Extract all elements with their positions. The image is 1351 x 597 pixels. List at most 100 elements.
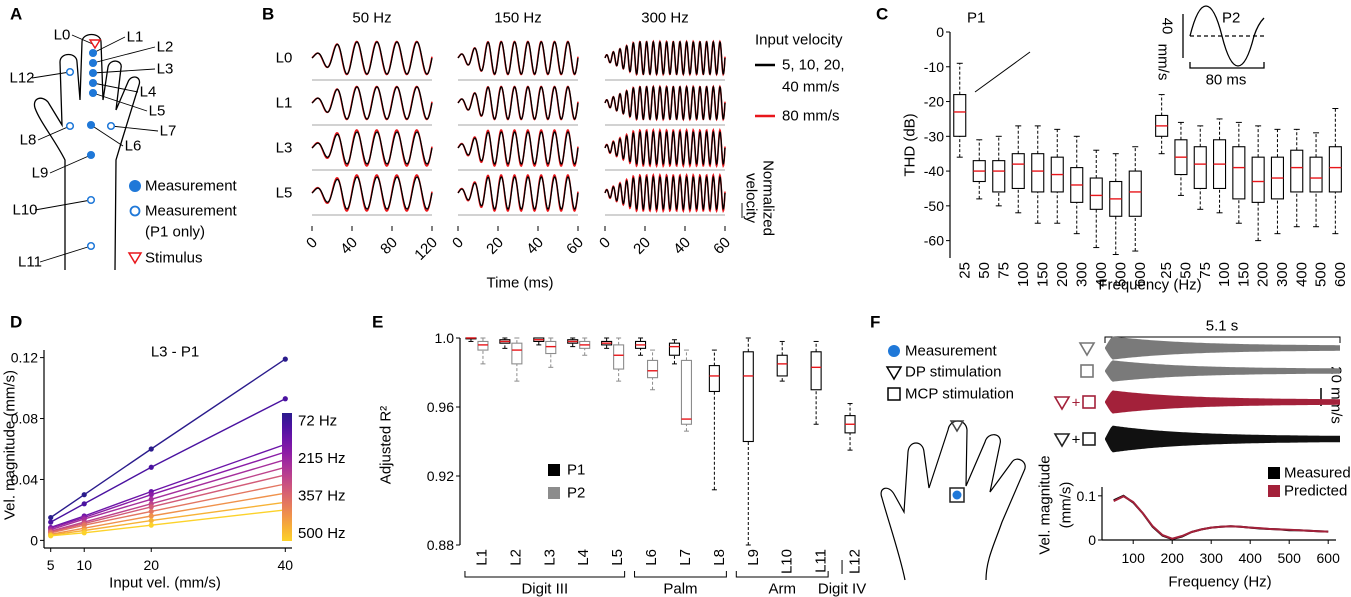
- x-tick-label: 40: [670, 234, 694, 258]
- chart-title: P2: [1222, 10, 1240, 27]
- box: [477, 340, 489, 351]
- row-icon: [1082, 395, 1096, 409]
- waveform: [457, 86, 579, 120]
- location-label: L4: [140, 84, 157, 101]
- x-tick-label: 150: [1034, 262, 1051, 287]
- box: [1128, 170, 1142, 217]
- y-axis-label: THD (dB): [902, 113, 919, 176]
- leader-line: [92, 68, 156, 74]
- data-point: [148, 517, 154, 524]
- measurement-dot: [952, 490, 962, 500]
- waveform: [311, 176, 433, 210]
- y-tick-label: 0.1: [1077, 488, 1097, 504]
- data-point: [81, 492, 87, 498]
- chart-title: P1: [967, 10, 985, 27]
- row-label: L1: [276, 95, 293, 112]
- x-tick-label: 150: [1235, 262, 1252, 287]
- vibration-trace: [1105, 336, 1340, 360]
- waveform: [604, 40, 726, 76]
- legend-label: Measurement: [905, 343, 998, 360]
- series-line: [50, 474, 286, 533]
- legend-swatch: [548, 487, 560, 499]
- leader-line: [37, 125, 71, 141]
- box: [545, 340, 557, 355]
- leader-line: [92, 92, 148, 112]
- y-axis-label: velocity: [743, 173, 760, 224]
- box: [1089, 177, 1103, 210]
- vibration-trace: [1105, 360, 1340, 382]
- panel-label: D: [10, 313, 22, 332]
- location-label: L10: [12, 202, 37, 219]
- group-bracket: [634, 571, 727, 578]
- scale-bar: [1189, 62, 1265, 69]
- row-label: L3: [276, 140, 293, 157]
- location-label: L9: [32, 165, 49, 182]
- box: [646, 359, 659, 379]
- y-axis-label: Vel. magnitude (mm/s): [2, 370, 19, 520]
- legend-label: P1: [567, 462, 585, 479]
- data-point: [81, 501, 87, 507]
- legend-icon: [127, 252, 143, 265]
- data-point: [148, 446, 154, 452]
- y-tick-label: 0: [30, 532, 38, 548]
- x-tick-label: 200: [1054, 262, 1071, 287]
- x-tick-label: 100: [1122, 550, 1146, 566]
- waveform: [311, 41, 433, 75]
- leader-line: [92, 46, 156, 64]
- box: [1309, 156, 1323, 193]
- y-tick-label: 0.92: [427, 468, 454, 484]
- legend-label: Measurement: [145, 178, 238, 195]
- x-tick-label: L12: [847, 549, 864, 574]
- measurement-marker: [65, 67, 75, 77]
- stimulus-marker: [88, 39, 102, 50]
- box: [810, 351, 822, 391]
- x-tick-label: L10: [779, 549, 796, 574]
- legend-label: Stimulus: [145, 250, 203, 267]
- x-tick-label: 40: [278, 557, 294, 573]
- inset-label: 80 ms: [1206, 72, 1247, 89]
- column-title: 150 Hz: [494, 10, 542, 27]
- legend-label: Predicted: [1284, 483, 1347, 500]
- data-point: [148, 492, 154, 498]
- legend-label: 40 mm/s: [782, 79, 840, 96]
- legend-swatch: [1268, 467, 1280, 479]
- y-tick-label: 0.04: [11, 471, 38, 487]
- x-tick-label: L5: [609, 549, 626, 566]
- row-label: L0: [276, 50, 293, 67]
- x-tick-label: 0: [449, 234, 467, 252]
- box: [953, 94, 967, 137]
- location-label: L7: [160, 123, 177, 140]
- legend-title: Input velocity: [755, 32, 843, 49]
- x-tick-label: 60: [710, 234, 734, 258]
- x-tick-label: 50: [1177, 262, 1194, 279]
- series-line: [50, 451, 286, 529]
- group-bracket: [735, 571, 829, 578]
- series-line: [50, 501, 286, 536]
- x-axis-label: Input vel. (mm/s): [109, 575, 221, 592]
- location-label: L3: [157, 61, 174, 78]
- panel-label: E: [372, 313, 383, 332]
- legend-label: (P1 only): [145, 224, 205, 241]
- colorbar-label: 72 Hz: [298, 413, 337, 430]
- box: [776, 354, 788, 377]
- waveform: [311, 131, 433, 165]
- legend-icon: [129, 205, 141, 217]
- x-tick-label: 60: [563, 234, 587, 258]
- measurement-marker: [86, 195, 96, 205]
- data-point: [81, 530, 87, 536]
- panel-label: A: [10, 5, 22, 24]
- box: [1290, 149, 1304, 193]
- x-tick-label: 25: [956, 262, 973, 279]
- inset-label: mm/s: [1155, 44, 1172, 81]
- series-line: [50, 509, 286, 537]
- waveform: [604, 85, 726, 121]
- colorbar: [282, 413, 292, 541]
- measurement-marker: [88, 48, 98, 58]
- data-point: [148, 504, 154, 510]
- x-tick-label: 20: [483, 234, 507, 258]
- box: [1328, 146, 1342, 193]
- x-tick-label: 75: [995, 262, 1012, 279]
- x-tick-label: L6: [643, 549, 660, 566]
- y-tick-label: 0.12: [11, 350, 38, 366]
- measurement-marker: [86, 150, 96, 160]
